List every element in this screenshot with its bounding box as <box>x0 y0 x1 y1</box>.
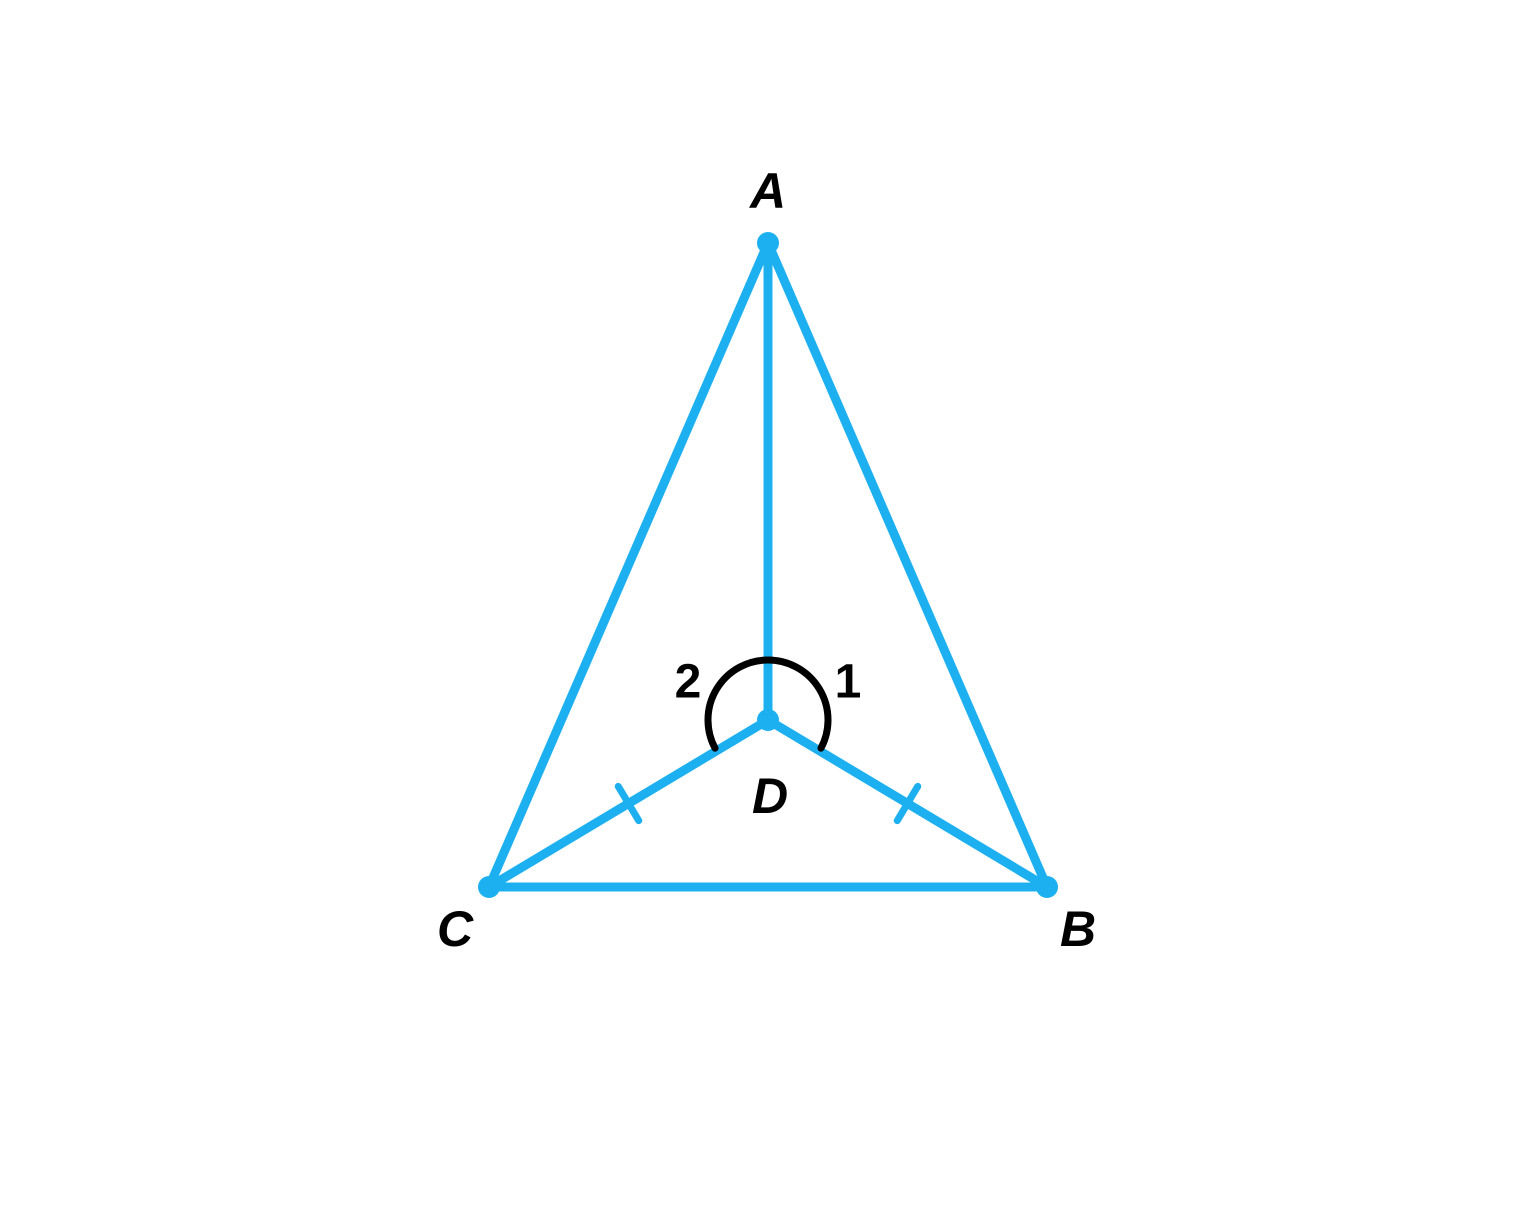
point-D <box>757 709 779 731</box>
point-C <box>478 876 500 898</box>
segment-AC <box>489 243 768 887</box>
label-angle-1: 1 <box>835 656 862 709</box>
point-A <box>757 232 779 254</box>
label-C: C <box>437 901 474 957</box>
label-angle-2: 2 <box>675 656 702 709</box>
geometry-diagram: A B C D 1 2 <box>0 0 1536 1224</box>
label-B: B <box>1060 901 1096 957</box>
segment-AB <box>768 243 1047 887</box>
label-A: A <box>748 163 786 219</box>
point-B <box>1036 876 1058 898</box>
label-D: D <box>752 768 788 824</box>
